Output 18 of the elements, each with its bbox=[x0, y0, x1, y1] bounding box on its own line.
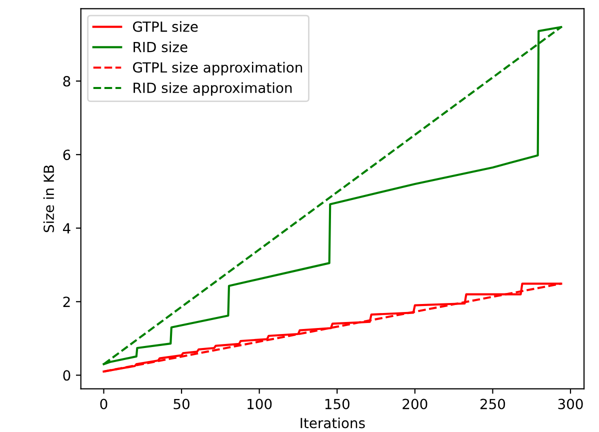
x-tick-label: 100 bbox=[248, 398, 272, 410]
legend-label: GTPL size bbox=[133, 21, 198, 32]
legend-label: RID size bbox=[134, 42, 188, 52]
x-tick-label: 250 bbox=[480, 398, 506, 410]
y-tick-label: 4 bbox=[62, 223, 70, 234]
y-axis-title: Size in KB bbox=[43, 165, 54, 232]
x-axis-title: Iterations bbox=[300, 418, 365, 428]
legend-label: GTPL size approximation bbox=[133, 62, 302, 76]
x-tick-label: 150 bbox=[325, 398, 350, 410]
x-tick-label: 300 bbox=[558, 398, 583, 410]
y-tick-label: 2 bbox=[63, 296, 70, 307]
x-tick-label: 200 bbox=[402, 398, 428, 410]
x-tick-label: 50 bbox=[174, 398, 190, 410]
y-tick-label: 6 bbox=[63, 150, 70, 160]
y-tick-label: 0 bbox=[63, 370, 70, 381]
y-tick-label: 8 bbox=[63, 76, 70, 87]
legend-label: RID size approximation bbox=[134, 82, 292, 96]
x-tick-label: 0 bbox=[100, 398, 108, 410]
